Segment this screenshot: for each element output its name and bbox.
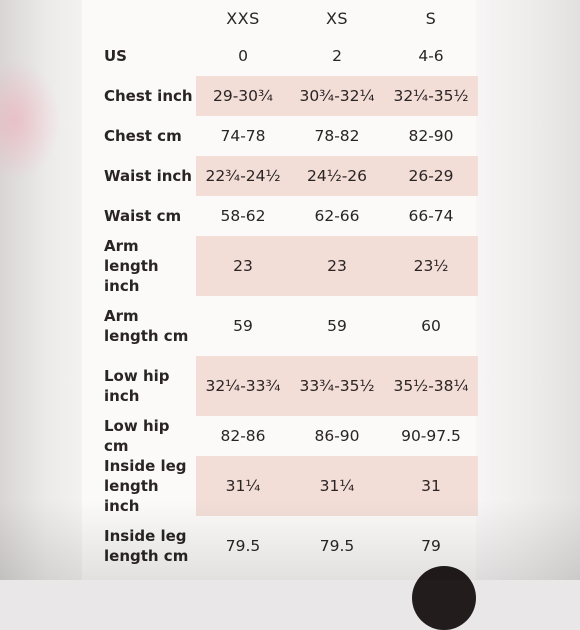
table-cell: 90-97.5 — [401, 427, 461, 445]
row-label: US — [104, 47, 127, 65]
row-cells: 0 2 4-6 — [196, 36, 478, 76]
row-cells: 79.5 79.5 79 — [196, 516, 478, 576]
background-right — [476, 0, 580, 580]
table-cell: 78-82 — [314, 127, 360, 145]
table-cell: 23 — [233, 257, 253, 275]
table-cell: 29-30¾ — [212, 87, 274, 105]
header-cells: XXS XS S — [196, 0, 478, 36]
row-cells: 74-78 78-82 82-90 — [196, 116, 478, 156]
row-cells: 22¾-24½ 24½-26 26-29 — [196, 156, 478, 196]
table-cell: 59 — [327, 317, 347, 335]
row-cells: 59 59 60 — [196, 296, 478, 356]
table-cell: 79.5 — [225, 537, 261, 555]
table-cell: 79.5 — [319, 537, 355, 555]
table-cell: 58-62 — [220, 207, 266, 225]
row-label: Low hip inch — [104, 367, 170, 405]
table-row-chest-inch: Chest inch 29-30¾ 30¾-32¼ 32¼-35½ — [90, 76, 482, 116]
size-chart-card: XXS XS S US 0 2 4-6 Chest inch 29-30¾ 30… — [82, 0, 478, 580]
row-label: Chest inch — [104, 87, 193, 105]
size-header-xs: XS — [325, 8, 349, 28]
table-cell: 32¼-35½ — [393, 87, 469, 105]
row-label: Chest cm — [104, 127, 182, 145]
table-cell: 32¼-33¾ — [205, 377, 281, 395]
row-cells: 29-30¾ 30¾-32¼ 32¼-35½ — [196, 76, 478, 116]
table-cell: 26-29 — [408, 167, 454, 185]
table-cell: 82-86 — [220, 427, 266, 445]
table-cell: 23 — [327, 257, 347, 275]
table-cell: 0 — [238, 47, 248, 65]
table-cell: 33¾-35½ — [299, 377, 375, 395]
row-cells: 58-62 62-66 66-74 — [196, 196, 478, 236]
row-label: Inside leg length cm — [104, 527, 189, 565]
row-label: Arm length inch — [104, 237, 159, 295]
table-row-chest-cm: Chest cm 74-78 78-82 82-90 — [90, 116, 482, 156]
table-cell: 74-78 — [220, 127, 266, 145]
table-row-low-hip-cm: Low hip cm 82-86 86-90 90-97.5 — [90, 416, 482, 456]
table-cell: 24½-26 — [306, 167, 368, 185]
table-row-arm-length-inch: Arm length inch 23 23 23½ — [90, 236, 482, 296]
table-cell: 31¼ — [225, 477, 261, 495]
table-row-waist-cm: Waist cm 58-62 62-66 66-74 — [90, 196, 482, 236]
row-label: Waist inch — [104, 167, 192, 185]
table-cell: 30¾-32¼ — [299, 87, 375, 105]
row-label: Low hip cm — [104, 417, 170, 455]
size-header-row: XXS XS S — [90, 0, 482, 36]
size-header-s: S — [425, 8, 437, 28]
table-cell: 35½-38¼ — [393, 377, 469, 395]
size-header-xxs: XXS — [226, 8, 260, 28]
row-label: Waist cm — [104, 207, 182, 225]
row-cells: 23 23 23½ — [196, 236, 478, 296]
table-cell: 62-66 — [314, 207, 360, 225]
row-cells: 31¼ 31¼ 31 — [196, 456, 478, 516]
table-cell: 4-6 — [418, 47, 444, 65]
size-chart-table: XXS XS S US 0 2 4-6 Chest inch 29-30¾ 30… — [90, 0, 482, 576]
table-cell: 22¾-24½ — [205, 167, 281, 185]
row-label: Inside leg length inch — [104, 457, 187, 515]
table-row-inside-leg-length-inch: Inside leg length inch 31¼ 31¼ 31 — [90, 456, 482, 516]
table-cell: 31 — [421, 477, 441, 495]
row-cells: 82-86 86-90 90-97.5 — [196, 416, 478, 456]
table-cell: 2 — [332, 47, 342, 65]
table-cell: 82-90 — [408, 127, 454, 145]
table-cell: 79 — [421, 537, 441, 555]
table-row-low-hip-inch: Low hip inch 32¼-33¾ 33¾-35½ 35½-38¼ — [90, 356, 482, 416]
table-cell: 23½ — [413, 257, 449, 275]
table-row-inside-leg-length-cm: Inside leg length cm 79.5 79.5 79 — [90, 516, 482, 576]
table-cell: 31¼ — [319, 477, 355, 495]
table-cell: 66-74 — [408, 207, 454, 225]
table-row-waist-inch: Waist inch 22¾-24½ 24½-26 26-29 — [90, 156, 482, 196]
table-cell: 60 — [421, 317, 441, 335]
row-label: Arm length cm — [104, 307, 189, 345]
table-row-arm-length-cm: Arm length cm 59 59 60 — [90, 296, 482, 356]
background-left — [0, 0, 82, 580]
table-cell: 86-90 — [314, 427, 360, 445]
row-cells: 32¼-33¾ 33¾-35½ 35½-38¼ — [196, 356, 478, 416]
floating-action-button[interactable] — [412, 566, 476, 630]
table-cell: 59 — [233, 317, 253, 335]
table-row-us: US 0 2 4-6 — [90, 36, 482, 76]
